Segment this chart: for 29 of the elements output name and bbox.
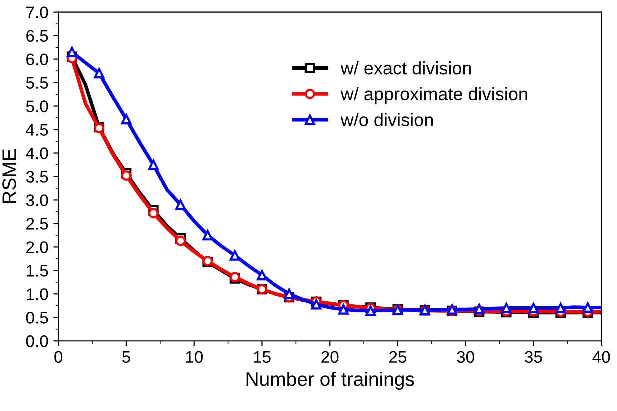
x-tick-label: 15 bbox=[254, 351, 271, 364]
y-tick-label: 7.0 bbox=[26, 6, 48, 19]
x-tick-label: 40 bbox=[592, 351, 610, 364]
x-tick-label: 25 bbox=[390, 351, 407, 364]
y-tick-label: 4.0 bbox=[26, 148, 48, 160]
x-tick-label: 20 bbox=[322, 351, 339, 364]
y-tick-label: 1.0 bbox=[26, 288, 48, 300]
legend-label: w/ approximate division bbox=[340, 87, 528, 104]
y-tick-label: 3.5 bbox=[26, 171, 48, 183]
y-tick-label: 2.0 bbox=[26, 242, 48, 254]
x-axis-title: Number of trainings bbox=[246, 372, 414, 390]
y-tick-label: 0.0 bbox=[26, 336, 48, 348]
x-tick-label: 10 bbox=[186, 351, 203, 364]
x-tick-label: 30 bbox=[457, 351, 474, 364]
legend-label: w/o division bbox=[340, 113, 433, 126]
legend-label: w/ exact division bbox=[340, 62, 472, 75]
y-tick-label: 6.5 bbox=[26, 30, 48, 42]
x-tick-label: 0 bbox=[54, 351, 63, 364]
y-tick-label: 5.0 bbox=[26, 100, 48, 112]
x-tick-label: 5 bbox=[122, 351, 130, 364]
y-tick-label: 2.5 bbox=[26, 218, 48, 230]
y-axis-title: RSME bbox=[2, 149, 16, 204]
y-tick-label: 5.5 bbox=[26, 77, 48, 89]
x-tick-label: 35 bbox=[525, 351, 542, 364]
y-tick-label: 1.5 bbox=[26, 265, 48, 277]
y-tick-label: 0.5 bbox=[26, 312, 48, 324]
y-tick-label: 4.5 bbox=[26, 124, 48, 136]
y-tick-label: 3.0 bbox=[26, 194, 48, 206]
y-tick-label: 6.0 bbox=[26, 54, 48, 66]
